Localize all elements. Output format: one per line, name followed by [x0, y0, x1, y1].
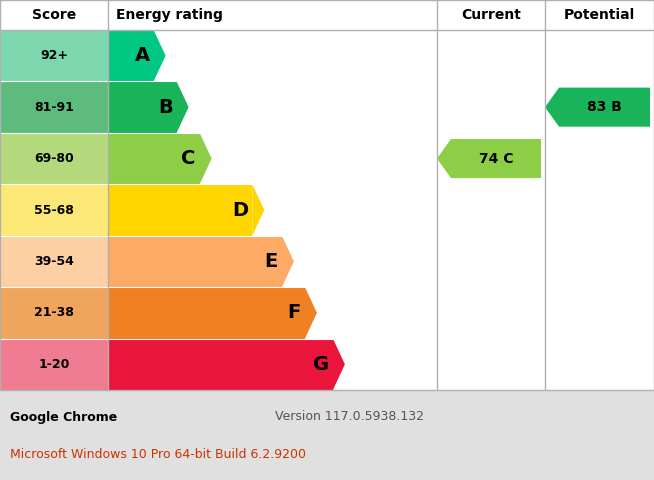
Text: C: C: [181, 149, 196, 168]
Polygon shape: [333, 338, 345, 390]
Bar: [108, 30, 154, 82]
Bar: [108, 338, 333, 390]
Text: E: E: [265, 252, 278, 271]
Polygon shape: [282, 236, 294, 287]
Text: 21-38: 21-38: [34, 306, 74, 319]
Bar: [108, 236, 282, 287]
Polygon shape: [177, 82, 188, 133]
Polygon shape: [545, 88, 650, 127]
Polygon shape: [154, 30, 165, 82]
Text: G: G: [313, 355, 329, 374]
Text: Version 117.0.5938.132: Version 117.0.5938.132: [275, 410, 424, 423]
Text: Potential: Potential: [564, 8, 635, 22]
Text: F: F: [288, 303, 301, 323]
Polygon shape: [199, 133, 212, 184]
Text: 92+: 92+: [40, 49, 68, 62]
Text: 1-20: 1-20: [39, 358, 70, 371]
Bar: [0, 287, 108, 338]
Text: B: B: [158, 97, 173, 117]
Text: Google Chrome: Google Chrome: [10, 410, 117, 423]
Bar: [0, 82, 108, 133]
Bar: [108, 287, 305, 338]
Polygon shape: [437, 139, 541, 178]
Bar: [0, 30, 108, 82]
Text: Microsoft Windows 10 Pro 64-bit Build 6.2.9200: Microsoft Windows 10 Pro 64-bit Build 6.…: [10, 448, 306, 461]
Bar: [108, 133, 199, 184]
Text: Score: Score: [32, 8, 76, 22]
Text: 39-54: 39-54: [34, 255, 74, 268]
Text: D: D: [232, 201, 249, 219]
Bar: [0, 236, 108, 287]
Polygon shape: [305, 287, 317, 338]
Bar: [0, 184, 108, 236]
Text: 69-80: 69-80: [34, 152, 74, 165]
Text: Energy rating: Energy rating: [116, 8, 223, 22]
Text: 81-91: 81-91: [34, 101, 74, 114]
Bar: [0, 133, 108, 184]
Bar: [108, 82, 177, 133]
Text: 83 B: 83 B: [587, 100, 622, 114]
Text: 74 C: 74 C: [479, 152, 513, 166]
Text: Current: Current: [461, 8, 521, 22]
Bar: [0, 338, 108, 390]
Bar: [108, 184, 252, 236]
Text: A: A: [135, 46, 150, 65]
Polygon shape: [252, 184, 264, 236]
Text: 55-68: 55-68: [34, 204, 74, 216]
